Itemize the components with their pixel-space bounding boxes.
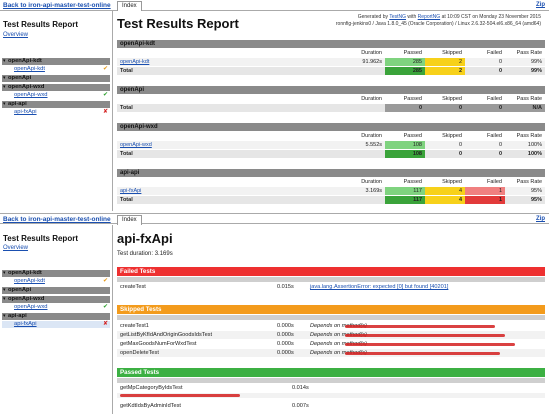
test-duration: Test duration: 3.169s — [117, 251, 173, 257]
overview-link[interactable]: Overview — [3, 245, 29, 251]
sidebar-test-openapi-wxd[interactable]: openApi-wxd ✔ — [14, 92, 108, 98]
sidebar-test-openapi-kdt[interactable]: openApi-kdt ✔ — [14, 278, 108, 284]
section-header: api-api — [117, 169, 545, 177]
zip-link[interactable]: Zip — [536, 2, 545, 8]
table-row: createTest1 0.000s Depends on method(s) — [117, 322, 545, 330]
total-row: Total 0 0 0 N/A — [117, 104, 545, 112]
skipped-tests-band: Skipped Tests — [117, 305, 545, 314]
redaction-scribble — [345, 333, 505, 337]
sidebar-test-openapi-wxd[interactable]: openApi-wxd ✔ — [14, 304, 108, 310]
sidebar-test-api-fxapi[interactable]: api-fxApi ✘ — [2, 321, 110, 328]
page-title: Test Results Report — [117, 16, 239, 31]
test-link[interactable]: openApi-kdt — [120, 59, 150, 65]
section-header: openApi-wxd — [117, 123, 545, 131]
total-row: Total 285 2 0 99% — [117, 67, 545, 75]
pass-check-icon: ✔ — [102, 92, 108, 98]
reportng-link[interactable]: ReportNG — [417, 14, 441, 20]
table-header-strip — [117, 378, 545, 383]
table-row: openApi-kdt 91.962s 285 2 0 99% — [117, 58, 545, 66]
sidebar-suite-api-api[interactable]: api-api — [2, 101, 110, 108]
sidebar-test-openapi-kdt[interactable]: openApi-kdt ✔ — [14, 66, 108, 72]
test-link[interactable]: api-fxApi — [120, 188, 142, 194]
table-row: api-fxApi 3.169s 117 4 1 95% — [117, 187, 545, 195]
fail-cross-icon: ✘ — [102, 109, 108, 115]
passed-tests-band: Passed Tests — [117, 368, 545, 377]
pass-check-icon: ✔ — [102, 304, 108, 310]
sidebar-title: Test Results Report — [3, 20, 78, 29]
sidebar-suite-openapi-wxd[interactable]: openApi-wxd — [2, 84, 110, 91]
redaction-scribble — [120, 394, 240, 397]
column-headers: Duration Passed Skipped Failed Pass Rate — [361, 50, 542, 56]
environment-line: ronnfig-jenkins0 / Java 1.8.0_45 (Oracle… — [335, 21, 541, 27]
sidebar-suite-openapi-kdt[interactable]: openApi-kdt — [2, 270, 110, 277]
section-header: openApi-kdt — [117, 40, 545, 48]
sidebar: Test Results Report Overview openApi-kdt… — [0, 11, 113, 211]
generated-info: Generated by TestNG with ReportNG at 10:… — [335, 14, 541, 27]
skip-check-icon: ✔ — [102, 278, 108, 284]
bottom-report-bar: Back to iron-api-master-test-online Inde… — [0, 213, 549, 225]
failed-tests-band: Failed Tests — [117, 267, 545, 276]
fail-cross-icon: ✘ — [102, 321, 108, 327]
table-row: getListByKfIdAndOriginGoodsIdsTest 0.000… — [117, 331, 545, 339]
back-link[interactable]: Back to iron-api-master-test-online — [3, 216, 111, 223]
redaction-scribble — [345, 324, 495, 328]
column-headers: Duration Passed Skipped Failed Pass Rate — [361, 179, 542, 185]
zip-link[interactable]: Zip — [536, 216, 545, 222]
section-header: openApi — [117, 86, 545, 94]
assertion-error-link[interactable]: java.lang.AssertionError: expected [0] b… — [310, 284, 449, 290]
table-row: getMpCategoryByIdsTest 0.014s — [120, 385, 309, 391]
top-report-bar: Back to iron-api-master-test-online Inde… — [0, 0, 549, 11]
sidebar: Test Results Report Overview openApi-kdt… — [0, 225, 113, 414]
total-row: Total 117 4 1 95% — [117, 196, 545, 204]
tab-index[interactable]: Index — [117, 1, 142, 11]
total-row: Total 108 0 0 100% — [117, 150, 545, 158]
sidebar-suite-openapi[interactable]: openApi — [2, 287, 110, 294]
overview-link[interactable]: Overview — [3, 32, 29, 38]
column-headers: Duration Passed Skipped Failed Pass Rate — [361, 96, 542, 102]
table-header-strip — [117, 277, 545, 282]
tab-index[interactable]: Index — [117, 215, 142, 225]
sidebar-suite-api-api[interactable]: api-api — [2, 313, 110, 320]
redaction-scribble — [345, 342, 515, 346]
table-row: getMaxGoodsNumForWxdTest 0.000s Depends … — [117, 340, 545, 348]
table-row: openApi-wxd 5.552s 108 0 0 100% — [117, 141, 545, 149]
back-link[interactable]: Back to iron-api-master-test-online — [3, 2, 111, 9]
test-link[interactable]: openApi-wxd — [120, 142, 152, 148]
sidebar-suite-openapi-kdt[interactable]: openApi-kdt — [2, 58, 110, 65]
sidebar-test-api-fxapi[interactable]: api-fxApi ✘ — [14, 109, 108, 115]
table-header-strip — [117, 315, 545, 320]
sidebar-suite-openapi[interactable]: openApi — [2, 75, 110, 82]
test-title: api-fxApi — [117, 231, 173, 246]
table-row: openDeleteTest 0.000s Depends on method(… — [117, 349, 545, 357]
table-row: createTest 0.015s java.lang.AssertionErr… — [120, 284, 449, 290]
testng-link[interactable]: TestNG — [389, 14, 406, 20]
sidebar-suite-openapi-wxd[interactable]: openApi-wxd — [2, 296, 110, 303]
redaction-row — [117, 393, 545, 398]
sidebar-title: Test Results Report — [3, 234, 78, 243]
skip-check-icon: ✔ — [102, 66, 108, 72]
table-row: getKdtIdsByAdminIdTest 0.007s — [120, 403, 309, 409]
column-headers: Duration Passed Skipped Failed Pass Rate — [361, 133, 542, 139]
redaction-scribble — [345, 351, 500, 355]
